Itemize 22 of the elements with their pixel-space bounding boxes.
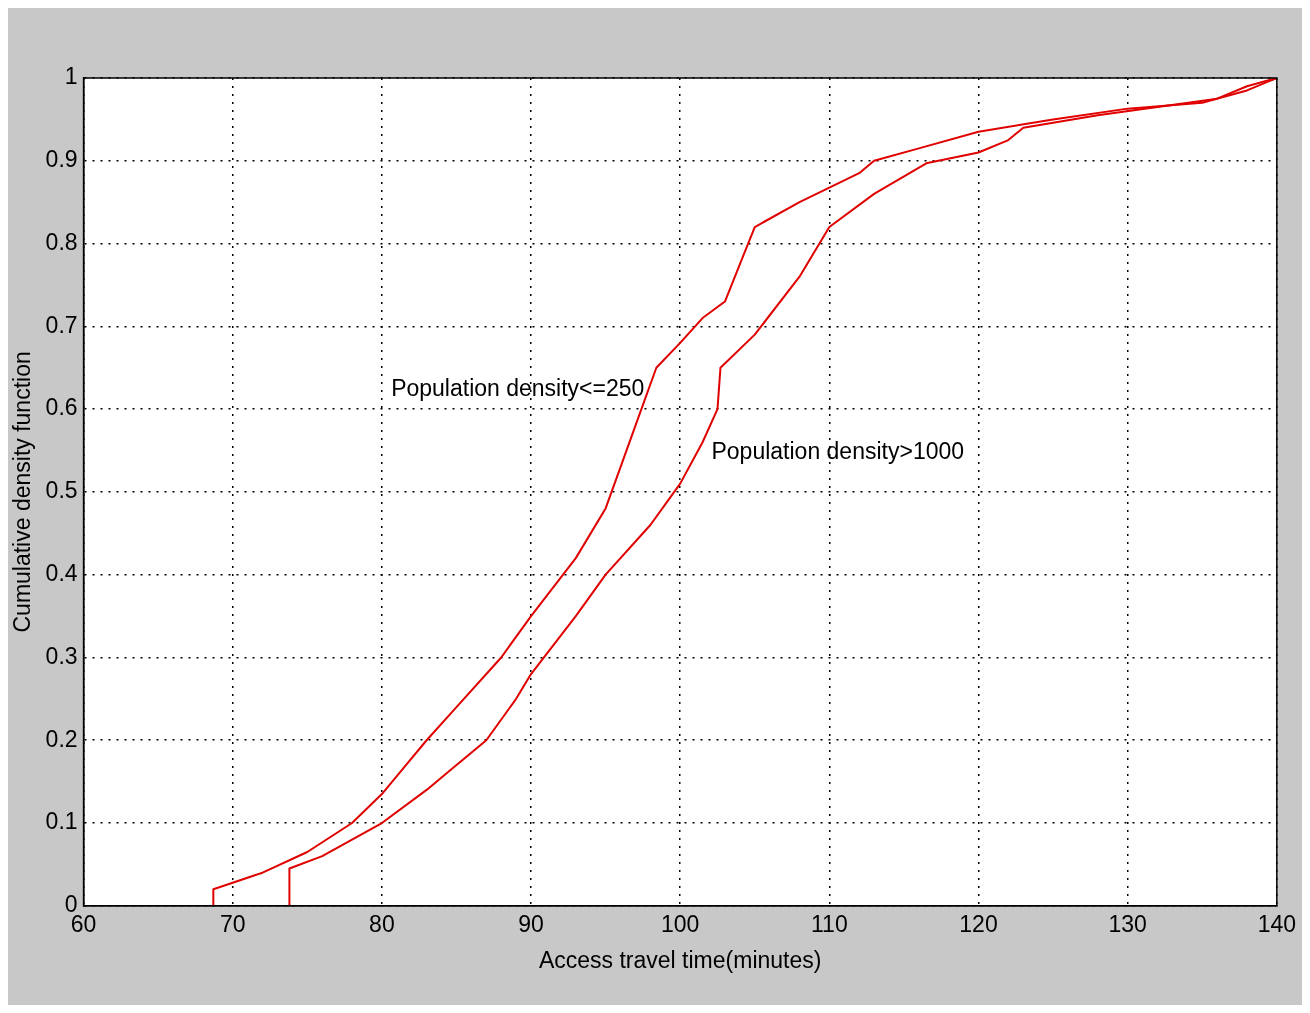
y-tick-label: 1 bbox=[64, 63, 78, 90]
y-tick-label: 0.1 bbox=[45, 808, 78, 835]
x-tick-label: 70 bbox=[219, 910, 246, 937]
x-axis-title: Access travel time(minutes) bbox=[538, 946, 822, 973]
x-tick-label: 110 bbox=[811, 910, 848, 937]
x-tick-label: 100 bbox=[661, 910, 700, 937]
y-tick-label: 0.8 bbox=[45, 228, 78, 255]
y-tick-label: 0.3 bbox=[45, 642, 78, 669]
y-tick-label: 0.2 bbox=[45, 725, 78, 752]
y-tick-label: 0.6 bbox=[45, 394, 78, 421]
series-label: Population density>1000 bbox=[711, 438, 965, 465]
x-tick-label: 90 bbox=[518, 910, 544, 937]
y-tick-label: 0.7 bbox=[45, 311, 78, 338]
y-tick-label: 0.9 bbox=[45, 146, 78, 173]
x-tick-label: 80 bbox=[369, 910, 395, 937]
x-tick-label: 120 bbox=[959, 910, 998, 937]
y-axis-title: Cumulative density function bbox=[9, 351, 36, 633]
y-tick-label: 0.5 bbox=[45, 477, 78, 504]
series-label: Population density<=250 bbox=[391, 375, 645, 402]
x-tick-label: 130 bbox=[1108, 910, 1147, 937]
x-tick-label: 140 bbox=[1257, 910, 1296, 937]
y-tick-label: 0.4 bbox=[45, 560, 78, 587]
